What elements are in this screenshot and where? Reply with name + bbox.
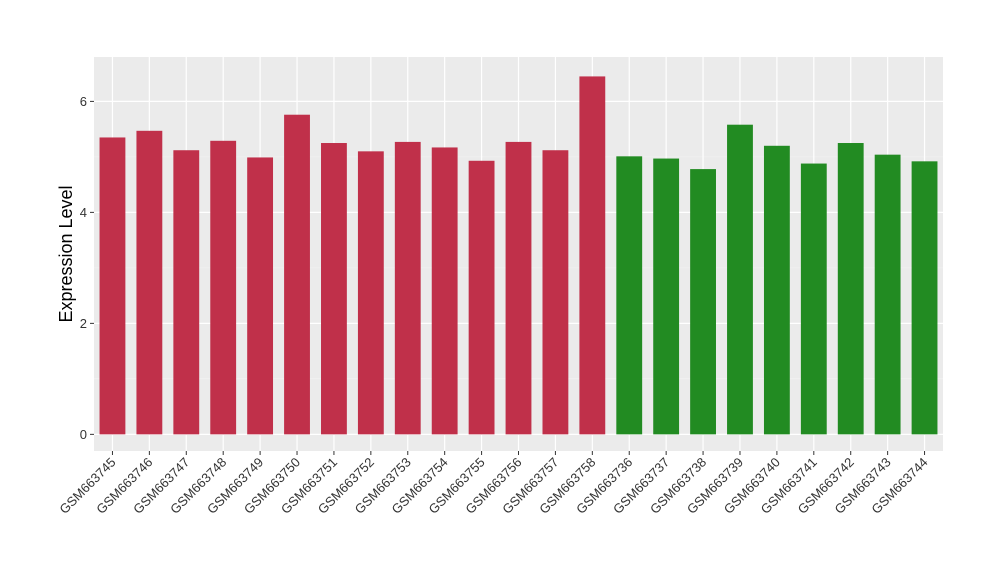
bar-GSM663748 <box>210 140 237 435</box>
y-tick-label: 4 <box>80 205 87 220</box>
bar-GSM663753 <box>394 141 421 435</box>
bar-GSM663740 <box>763 145 790 435</box>
bar-GSM663757 <box>542 150 569 435</box>
bar-GSM663751 <box>321 143 347 435</box>
bar-GSM663755 <box>468 160 495 435</box>
bar-GSM663746 <box>136 130 163 435</box>
bar-GSM663744 <box>911 161 938 435</box>
bar-GSM663736 <box>616 156 643 435</box>
bar-GSM663750 <box>284 114 310 435</box>
bar-GSM663741 <box>800 163 827 435</box>
bar-GSM663742 <box>837 143 864 435</box>
bar-GSM663754 <box>431 147 458 435</box>
bar-GSM663752 <box>357 151 384 435</box>
bar-GSM663745 <box>99 137 126 435</box>
bar-GSM663738 <box>690 169 716 435</box>
x-axis: GSM663745GSM663746GSM663747GSM663748GSM6… <box>56 451 931 517</box>
bar-GSM663743 <box>874 154 901 435</box>
bar-GSM663739 <box>727 124 753 435</box>
y-axis: 0 2 4 6 <box>80 94 94 442</box>
y-tick-label: 0 <box>80 427 87 442</box>
bar-GSM663756 <box>505 141 532 435</box>
bars-group <box>99 76 938 435</box>
y-tick-label: 2 <box>80 316 87 331</box>
bar-GSM663737 <box>653 158 680 435</box>
y-tick-label: 6 <box>80 94 87 109</box>
bar-GSM663747 <box>173 150 200 435</box>
bar-GSM663749 <box>247 157 274 435</box>
bar-GSM663758 <box>579 76 606 435</box>
y-axis-title: Expression Level <box>56 185 76 322</box>
